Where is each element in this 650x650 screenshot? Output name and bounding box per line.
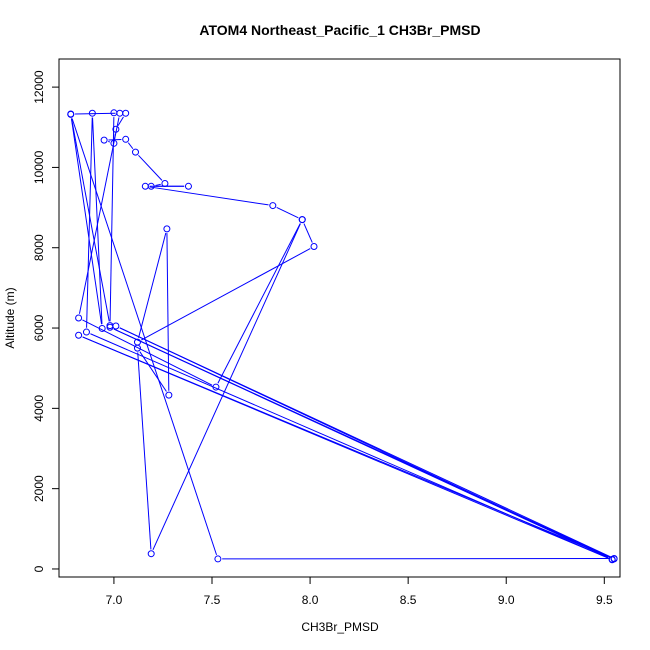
data-point [212, 383, 220, 391]
series-segment [141, 248, 311, 341]
x-tick-label: 8.0 [302, 593, 319, 607]
data-point [106, 322, 114, 330]
series-segment [71, 118, 218, 556]
series-segment [109, 117, 115, 322]
data-point [610, 555, 618, 563]
data-point [110, 139, 118, 147]
series-layer [67, 109, 618, 564]
data-point [161, 179, 169, 187]
data-point [100, 136, 108, 144]
series-segment [217, 223, 301, 384]
data-point [163, 225, 171, 233]
data-point [67, 110, 75, 118]
data-point [141, 182, 149, 190]
data-point [75, 314, 83, 322]
y-tick-label: 6000 [32, 314, 46, 341]
x-tick-label: 9.5 [596, 593, 613, 607]
data-point [133, 344, 141, 352]
series-segment [82, 336, 611, 558]
series-segment [276, 206, 299, 219]
series-segment [119, 327, 611, 558]
y-axis: 0 2000 4000 6000 8000 10000 12000 [32, 70, 60, 572]
data-point [147, 550, 155, 558]
data-point [75, 331, 83, 339]
data-point [122, 135, 130, 143]
data-point [116, 109, 124, 117]
data-point [98, 324, 106, 332]
y-axis-title: Altitude (m) [3, 287, 17, 348]
y-tick-label: 2000 [32, 475, 46, 502]
series-segment [113, 328, 609, 558]
x-tick-label: 9.0 [498, 593, 515, 607]
series-segment [149, 186, 269, 206]
series-segment [139, 351, 167, 392]
data-point [110, 109, 118, 117]
series-segment [138, 154, 163, 181]
data-point [298, 216, 306, 224]
data-point [184, 182, 192, 190]
data-point [112, 322, 120, 330]
y-tick-label: 4000 [32, 395, 46, 422]
data-point [88, 109, 96, 117]
y-tick-label: 0 [32, 565, 46, 572]
series-segment [127, 142, 134, 150]
data-point [132, 148, 139, 156]
data-point [310, 243, 318, 251]
data-point [165, 391, 173, 399]
series-segment [82, 319, 213, 386]
series-segment [71, 118, 110, 322]
series-segment [155, 183, 161, 186]
series-segment [86, 117, 93, 328]
series-segment [152, 223, 301, 550]
series-segment [303, 223, 313, 243]
x-axis-title: CH3Br_PMSD [301, 620, 379, 634]
x-tick-label: 7.5 [204, 593, 221, 607]
x-axis: 7.0 7.5 8.0 8.5 9.0 9.5 [106, 576, 613, 607]
series-segment [137, 352, 152, 550]
series-segment [138, 232, 167, 339]
series-segment [78, 117, 120, 314]
series-segment [166, 233, 170, 391]
data-point [112, 125, 120, 133]
series-segment [70, 118, 103, 325]
series-segment [117, 116, 124, 126]
x-tick-label: 7.0 [106, 593, 123, 607]
y-tick-label: 8000 [32, 234, 46, 261]
x-tick-label: 8.5 [400, 593, 417, 607]
series-segment [92, 117, 103, 325]
plot-frame [58, 58, 621, 578]
data-point [214, 555, 222, 563]
chart-title: ATOM4 Northeast_Pacific_1 CH3Br_PMSD [199, 22, 480, 38]
y-tick-label: 12000 [32, 70, 46, 104]
data-point [82, 328, 90, 336]
data-point [122, 109, 130, 117]
y-tick-label: 10000 [32, 150, 46, 184]
series-segment [108, 140, 110, 143]
data-point [269, 202, 277, 210]
